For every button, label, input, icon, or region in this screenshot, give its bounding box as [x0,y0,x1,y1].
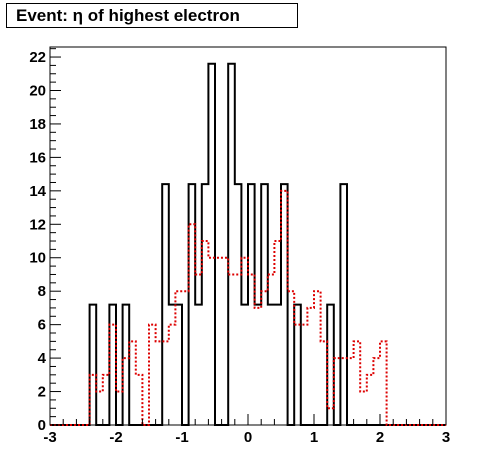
y-tick-label: 0 [38,417,46,434]
y-tick-label: 10 [29,250,46,267]
y-tick-label: 20 [29,82,46,99]
x-tick-label: 1 [310,429,318,446]
chart-title: Event: η of highest electron [6,3,298,28]
y-tick-label: 22 [29,49,46,66]
y-tick-label: 2 [38,384,46,401]
y-tick-label: 14 [29,183,46,200]
histogram-series-1 [50,62,446,426]
x-tick-label: 0 [244,429,252,446]
chart-title-text: Event: η of highest electron [16,5,240,25]
y-tick-label: 16 [29,149,46,166]
y-tick-label: 4 [38,350,47,367]
y-tick-label: 18 [29,116,46,133]
y-tick-label: 12 [29,216,46,233]
y-tick-label: 6 [38,317,46,334]
x-tick-label: -2 [109,429,122,446]
x-tick-label: 3 [442,429,450,446]
y-tick-label: 8 [38,283,46,300]
x-tick-label: -3 [43,429,56,446]
x-tick-label: -1 [175,429,188,446]
histogram-series-2 [50,189,446,426]
x-tick-label: 2 [376,429,384,446]
